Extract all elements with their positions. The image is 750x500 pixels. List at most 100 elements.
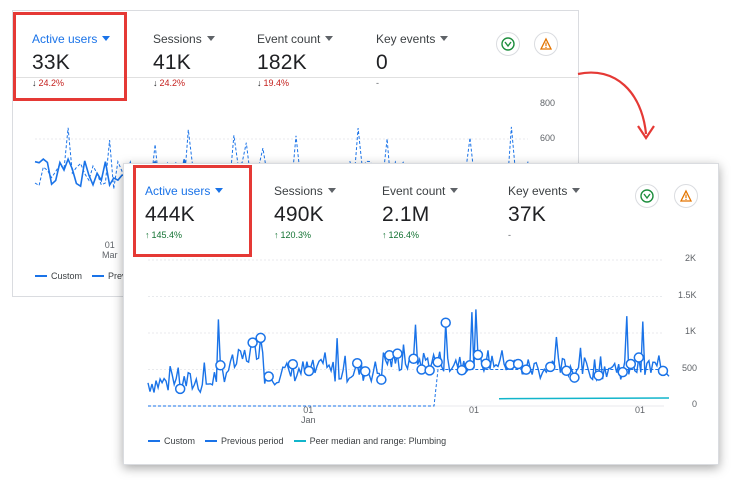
anomaly-marker <box>174 383 186 395</box>
metric-delta: 126.4% <box>388 230 420 240</box>
legend-label: Custom <box>51 271 83 281</box>
x-tick: 01 <box>635 405 645 415</box>
anomaly-marker <box>633 352 645 363</box>
metric-delta: - <box>376 78 379 88</box>
highlight-box <box>13 12 127 101</box>
chevron-down-icon <box>440 36 449 41</box>
anomaly-marker <box>432 356 443 368</box>
anomaly-marker <box>545 361 556 373</box>
x-tick-month: Mar <box>102 250 118 260</box>
arrow-down-icon: ↓ <box>32 78 37 88</box>
metric-delta: 120.3% <box>280 230 312 240</box>
legend-label: Previ <box>108 271 129 281</box>
peer-median-line <box>498 397 670 400</box>
y-tick: 1K <box>685 326 697 336</box>
metric-value: 2.1M <box>382 203 430 226</box>
y-tick: 600 <box>540 133 556 143</box>
legend-swatch-solid <box>35 275 47 277</box>
front-legend: Custom Previous period Peer median and r… <box>148 436 456 446</box>
legend-swatch-teal <box>293 440 306 442</box>
warning-button[interactable] <box>534 32 558 56</box>
legend-label: Peer median and range: Plumbing <box>309 436 447 446</box>
anomaly-marker <box>464 360 476 371</box>
metric-value: 444K <box>145 203 195 226</box>
metric-delta: 145.4% <box>151 230 183 240</box>
metric-label: Sessions <box>274 184 323 198</box>
metric-delta: 24.2% <box>38 78 65 88</box>
legend-item-previous[interactable]: Previ <box>92 271 129 281</box>
x-tick-day: 01 <box>104 240 115 250</box>
y-tick: 1.5K <box>678 290 697 300</box>
metric-label: Key events <box>376 32 436 46</box>
front-line-chart <box>147 259 670 407</box>
chevron-down-icon <box>102 36 111 41</box>
insights-button[interactable] <box>496 32 520 56</box>
custom-series-line <box>147 309 670 394</box>
legend-label: Previous period <box>221 436 284 446</box>
front-metric-key-events[interactable]: Key events 37K - <box>508 184 581 240</box>
metric-delta: 24.2% <box>159 78 186 88</box>
arrow-down-icon: ↓ <box>153 78 158 88</box>
anomaly-marker <box>376 374 387 385</box>
anomaly-marker <box>424 365 435 376</box>
anomaly-marker <box>392 348 403 359</box>
divider <box>13 77 578 78</box>
anomaly-marker <box>472 349 484 361</box>
chevron-down-icon <box>327 188 336 193</box>
back-metric-active-users[interactable]: Active users 33K ↓ 24.2% <box>32 32 111 88</box>
insights-icon <box>640 189 654 203</box>
warning-icon <box>539 37 553 50</box>
chevron-down-icon <box>206 36 215 41</box>
metric-label: Active users <box>145 184 211 198</box>
y-tick: 2K <box>685 253 697 263</box>
arrow-up-icon: ↑ <box>274 230 279 240</box>
x-tick-day: 01 <box>303 405 314 415</box>
back-metric-event-count[interactable]: Event count 182K ↓ 19.4% <box>257 32 334 88</box>
warning-icon <box>679 189 693 202</box>
front-metric-sessions[interactable]: Sessions 490K ↑ 120.3% <box>274 184 336 240</box>
legend-label: Custom <box>164 436 196 446</box>
chevron-down-icon <box>215 188 224 193</box>
anomaly-marker <box>440 317 451 328</box>
curved-arrow <box>577 71 655 140</box>
legend-item-previous-period[interactable]: Previous period <box>205 436 284 446</box>
anomaly-marker <box>255 332 266 344</box>
anomaly-marker <box>520 364 532 375</box>
x-tick: 01 Mar <box>102 240 118 260</box>
arrow-down-icon: ↓ <box>257 78 262 88</box>
front-metric-event-count[interactable]: Event count 2.1M ↑ 126.4% <box>382 184 459 240</box>
back-legend: Custom Previ <box>35 271 139 281</box>
legend-swatch-dashed <box>205 440 218 442</box>
back-metric-key-events[interactable]: Key events 0 - <box>376 32 449 88</box>
legend-item-custom[interactable]: Custom <box>35 271 82 281</box>
metric-value: 0 <box>376 51 388 74</box>
metric-delta: 19.4% <box>263 78 290 88</box>
anomaly-marker <box>561 365 572 377</box>
insights-button[interactable] <box>635 184 659 208</box>
metric-label: Event count <box>257 32 321 46</box>
front-metric-active-users[interactable]: Active users 444K ↑ 145.4% <box>145 184 224 240</box>
anomaly-marker <box>351 357 363 369</box>
legend-item-peer-median[interactable]: Peer median and range: Plumbing <box>293 436 447 446</box>
chevron-down-icon <box>572 188 581 193</box>
anomaly-marker <box>215 360 226 371</box>
y-tick: 0 <box>692 399 698 409</box>
back-metric-sessions[interactable]: Sessions 41K ↓ 24.2% <box>153 32 215 88</box>
metric-value: 41K <box>153 51 191 74</box>
anomaly-marker <box>625 358 637 370</box>
y-tick: 500 <box>682 363 698 373</box>
anomaly-marker <box>263 371 274 382</box>
metric-label: Active users <box>32 32 98 46</box>
metric-value: 37K <box>508 203 546 226</box>
metric-label: Event count <box>382 184 446 198</box>
anomaly-marker <box>247 337 258 348</box>
chevron-down-icon <box>325 36 334 41</box>
metric-label: Key events <box>508 184 568 198</box>
x-tick-day: 01 <box>635 405 646 415</box>
arrow-up-icon: ↑ <box>382 230 387 240</box>
anomaly-marker <box>360 366 371 377</box>
legend-item-custom[interactable]: Custom <box>148 436 195 446</box>
legend-swatch-dashed <box>92 275 105 277</box>
warning-button[interactable] <box>674 184 698 208</box>
x-tick: 01 Jan <box>301 405 316 425</box>
